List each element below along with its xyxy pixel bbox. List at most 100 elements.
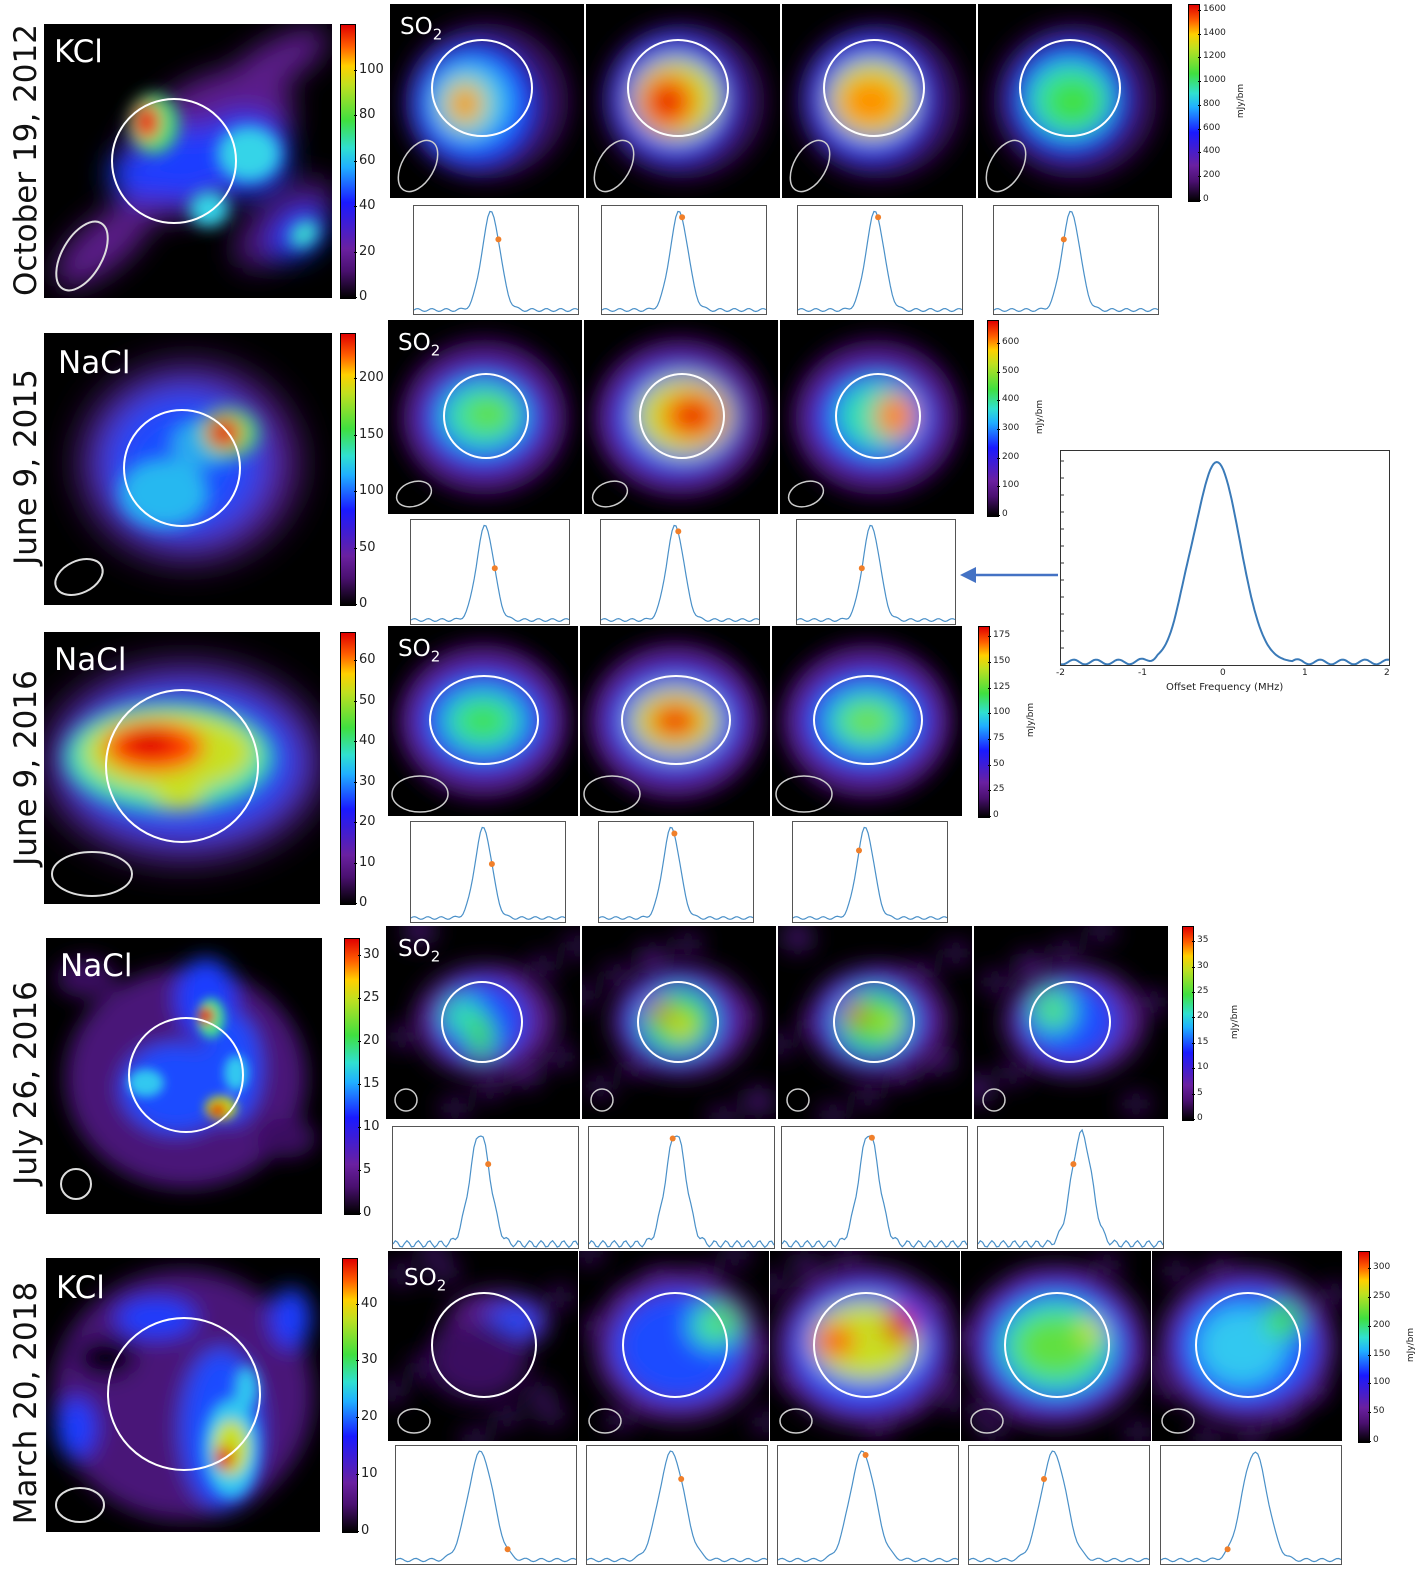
spectrum-panel <box>410 821 566 923</box>
colorbar-tick: 30 <box>361 1352 378 1368</box>
colorbar-tick-mark <box>1368 1354 1371 1356</box>
spectrum-marker <box>669 1135 676 1142</box>
colorbar-tick: 250 <box>1373 1291 1391 1302</box>
colorbar-tick: 20 <box>359 243 376 259</box>
spectrum-marker <box>1070 1161 1077 1168</box>
spectrum-line <box>589 1135 774 1248</box>
colorbar-tick-mark <box>1198 128 1201 130</box>
colorbar-tick-mark <box>356 1474 359 1476</box>
colorbar-tick: 5 <box>1197 1087 1203 1098</box>
spectrum-line <box>414 210 578 313</box>
colorbar-tick: 35 <box>1197 935 1209 946</box>
colorbar-so2-2018 <box>1358 1251 1370 1443</box>
colorbar-tick-mark <box>354 297 357 298</box>
colorbar-tick-mark <box>354 822 357 824</box>
spectrum-line <box>798 210 962 313</box>
colorbar-tick-mark <box>997 515 1000 516</box>
colorbar-tick: 50 <box>359 539 376 555</box>
colorbar-tick-mark <box>1192 1119 1195 1120</box>
spectrum-panel <box>395 1445 577 1565</box>
spectrum-svg <box>602 210 766 313</box>
spectrum-line <box>602 210 766 313</box>
spectrum-panel <box>781 1126 968 1249</box>
so2-map-svg <box>388 926 580 1117</box>
colorbar-tick: 40 <box>359 733 376 749</box>
spectrum-marker <box>1060 236 1067 243</box>
inset-spectrum-svg <box>1061 460 1389 665</box>
nacl-map-2016-july: NaCl <box>46 938 322 1214</box>
spectrum-marker <box>504 1546 511 1553</box>
colorbar-unit-label: mJy/bm <box>1406 1327 1417 1363</box>
colorbar-tick-mark <box>1198 57 1201 59</box>
colorbar-tick-mark <box>354 69 357 71</box>
colorbar-tick: 30 <box>363 947 380 963</box>
colorbar-tick: 30 <box>1197 960 1209 971</box>
spectrum-marker <box>485 1161 492 1168</box>
colorbar-tick-mark <box>354 660 357 662</box>
colorbar-main-2016-june <box>340 632 356 905</box>
colorbar-tick-mark <box>1368 1297 1371 1299</box>
colorbar-tick: 200 <box>1002 451 1020 462</box>
colorbar-tick: 0 <box>1373 1435 1379 1445</box>
colorbar-tick: 75 <box>993 732 1005 743</box>
colorbar-so2-2015 <box>987 320 999 517</box>
so2-map-svg <box>579 1251 769 1434</box>
spectrum-line <box>969 1450 1149 1563</box>
so2-map-panel <box>961 1251 1151 1441</box>
colorbar-tick-mark <box>1198 9 1201 11</box>
colorbar-tick: 150 <box>359 426 384 442</box>
spectrum-svg <box>411 826 565 920</box>
so2-map-panel <box>584 320 778 514</box>
colorbar-tick-mark <box>988 661 991 663</box>
colorbar-unit-label: mJy/bm <box>1026 702 1037 738</box>
colorbar-tick: 200 <box>1203 170 1221 181</box>
so2-map-panel <box>974 926 1168 1119</box>
colorbar-tick: 20 <box>359 814 376 830</box>
colorbar-tick-mark <box>1198 200 1201 201</box>
colorbar-tick: 40 <box>359 198 376 213</box>
colorbar-main-2015 <box>340 333 356 606</box>
colorbar-tick-mark <box>1368 1325 1371 1327</box>
colorbar-tick-mark <box>988 816 991 817</box>
so2-map-panel <box>388 1251 578 1441</box>
spectrum-panel <box>968 1445 1150 1565</box>
colorbar-tick-mark <box>354 434 357 436</box>
spectrum-panel <box>777 1445 959 1565</box>
colorbar-tick: 0 <box>359 895 368 910</box>
spectrum-panel <box>977 1126 1164 1249</box>
colorbar-tick: 40 <box>361 1295 378 1311</box>
so2-map-svg <box>591 339 763 508</box>
colorbar-tick: 10 <box>359 854 376 870</box>
spectrum-marker <box>858 565 865 572</box>
so2-map-svg <box>985 23 1157 193</box>
colorbar-tick-mark <box>354 547 357 549</box>
colorbar-tick-mark <box>354 206 357 207</box>
inset-x-tick-label: -1 <box>1138 668 1147 678</box>
so2-map-panel <box>978 4 1172 198</box>
colorbar-tick-mark <box>997 400 1000 402</box>
so2-label: SO2 <box>398 936 441 966</box>
spectrum-svg <box>411 524 569 623</box>
colorbar-tick: 0 <box>363 1205 372 1220</box>
spectrum-marker <box>488 861 495 867</box>
colorbar-so2-2012 <box>1188 4 1200 202</box>
so2-map-panel <box>580 626 770 816</box>
so2-label: SO2 <box>400 14 443 44</box>
colorbar-tick-mark <box>356 1360 359 1362</box>
colorbar-unit-label: mJy/bm <box>1230 1004 1241 1039</box>
colorbar-tick: 0 <box>1197 1113 1203 1123</box>
spectrum-panel <box>586 1445 768 1565</box>
so2-map-panel <box>1152 1251 1342 1441</box>
so2-map-svg <box>770 1251 960 1435</box>
colorbar-tick: 600 <box>1002 336 1020 347</box>
colorbar-tick: 300 <box>1002 422 1020 433</box>
spectrum-marker <box>862 1452 869 1458</box>
colorbar-tick-mark <box>1368 1441 1371 1442</box>
molecule-label: NaCl <box>58 345 131 381</box>
colorbar-tick-mark <box>1198 81 1201 83</box>
colorbar-tick: 400 <box>1002 394 1020 405</box>
spectrum-panel <box>792 821 948 923</box>
colorbar-tick-mark <box>1192 1042 1195 1044</box>
colorbar-tick-mark <box>356 1417 359 1419</box>
colorbar-tick: 20 <box>1197 1011 1209 1022</box>
